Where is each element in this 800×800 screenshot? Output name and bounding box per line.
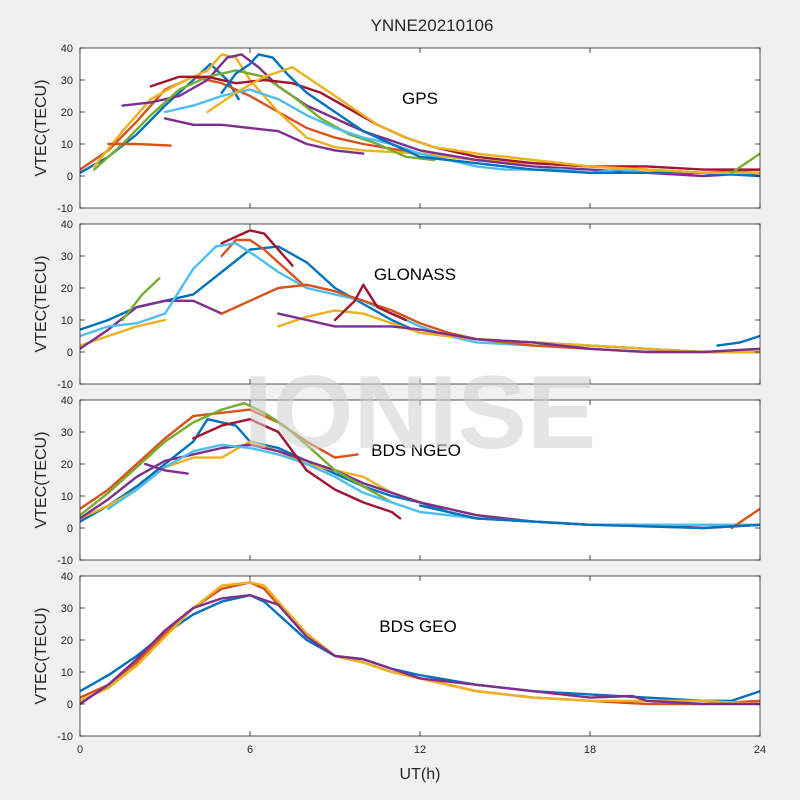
plot-area bbox=[80, 576, 760, 736]
series-line-2 bbox=[80, 581, 760, 706]
y-tick-label: 30 bbox=[61, 603, 73, 615]
series-group bbox=[80, 229, 760, 354]
panel-bds-geo: -10 0 10 20 30 40 0 6 12 18 24 VTEC(TECU) BDS GEO bbox=[33, 571, 766, 756]
y-tick-label: 0 bbox=[67, 523, 73, 535]
y-tick-label: 20 bbox=[61, 635, 73, 647]
y-tick-label: 40 bbox=[61, 571, 73, 583]
y-tick-label: 40 bbox=[61, 219, 73, 231]
y-tick-label: 20 bbox=[61, 283, 73, 295]
figure-title: YNNE20210106 bbox=[371, 16, 494, 35]
y-tick-label: 40 bbox=[61, 395, 73, 407]
y-tick-label: 30 bbox=[61, 75, 73, 87]
y-axis-label: VTEC(TECU) bbox=[33, 608, 50, 705]
y-tick-label: 30 bbox=[61, 251, 73, 263]
series-line-1 bbox=[220, 238, 308, 290]
series-line-10 bbox=[163, 117, 365, 155]
y-tick-label: 40 bbox=[61, 43, 73, 55]
y-tick-label: 20 bbox=[61, 107, 73, 119]
panel-gps: -10 0 10 20 30 40 VTEC(TECU) GPS bbox=[33, 43, 761, 215]
y-tick-label: 0 bbox=[67, 699, 73, 711]
y-tick-label: 10 bbox=[61, 667, 73, 679]
series-line-6 bbox=[220, 229, 294, 267]
x-axis-label: UT(h) bbox=[400, 766, 441, 783]
series-line-7 bbox=[144, 462, 189, 475]
y-tick-label: -10 bbox=[57, 731, 73, 743]
plot-area bbox=[80, 224, 760, 384]
plot-area bbox=[80, 48, 760, 208]
y-tick-label: 0 bbox=[67, 171, 73, 183]
y-tick-label: -10 bbox=[57, 203, 73, 215]
series-line-4 bbox=[80, 402, 393, 517]
series-line-5 bbox=[163, 88, 760, 178]
panel-glonass: -10 0 10 20 30 40 VTEC(TECU) GLONASS bbox=[33, 219, 761, 391]
series-line-9 bbox=[107, 142, 172, 147]
x-tick-label: 0 bbox=[77, 744, 83, 756]
series-line-11 bbox=[716, 334, 760, 347]
series-line-8 bbox=[277, 309, 760, 354]
y-axis-label: VTEC(TECU) bbox=[33, 256, 50, 353]
panel-title: GPS bbox=[402, 89, 438, 108]
series-line-2 bbox=[80, 318, 167, 347]
series-line-7 bbox=[220, 53, 760, 178]
y-tick-label: 10 bbox=[61, 139, 73, 151]
series-line-11 bbox=[730, 152, 760, 174]
y-tick-label: 10 bbox=[61, 491, 73, 503]
series-line-10 bbox=[333, 283, 407, 322]
series-line-6 bbox=[192, 418, 402, 520]
watermark-text: IONISE bbox=[244, 355, 597, 471]
series-line-9 bbox=[418, 504, 760, 530]
series-line-3 bbox=[80, 594, 760, 706]
series-group bbox=[80, 581, 760, 706]
panel-title: BDS NGEO bbox=[371, 441, 461, 460]
panel-bds-ngeo: -10 0 10 20 30 40 VTEC(TECU) BDS NGEO bbox=[33, 395, 761, 567]
plot-area bbox=[80, 400, 760, 560]
series-line-8 bbox=[730, 507, 760, 530]
y-tick-label: 20 bbox=[61, 459, 73, 471]
y-tick-label: 30 bbox=[61, 427, 73, 439]
panel-title: GLONASS bbox=[374, 265, 456, 284]
series-group bbox=[80, 53, 760, 178]
y-tick-label: 0 bbox=[67, 347, 73, 359]
x-tick-label: 18 bbox=[584, 744, 596, 756]
series-line-9 bbox=[277, 312, 760, 354]
series-line-4 bbox=[121, 277, 161, 322]
series-line-3 bbox=[80, 299, 223, 350]
y-tick-label: -10 bbox=[57, 555, 73, 567]
x-tick-label: 12 bbox=[414, 744, 426, 756]
y-axis-label: VTEC(TECU) bbox=[33, 80, 50, 177]
series-group bbox=[80, 402, 760, 530]
x-tick-label: 24 bbox=[754, 744, 766, 756]
series-line-8 bbox=[206, 66, 760, 174]
series-line-1 bbox=[80, 408, 359, 510]
panel-title: BDS GEO bbox=[379, 617, 456, 636]
series-line-3 bbox=[121, 53, 760, 178]
y-axis-label: VTEC(TECU) bbox=[33, 432, 50, 529]
x-tick-label: 6 bbox=[247, 744, 253, 756]
y-tick-label: 10 bbox=[61, 315, 73, 327]
y-tick-label: -10 bbox=[57, 379, 73, 391]
